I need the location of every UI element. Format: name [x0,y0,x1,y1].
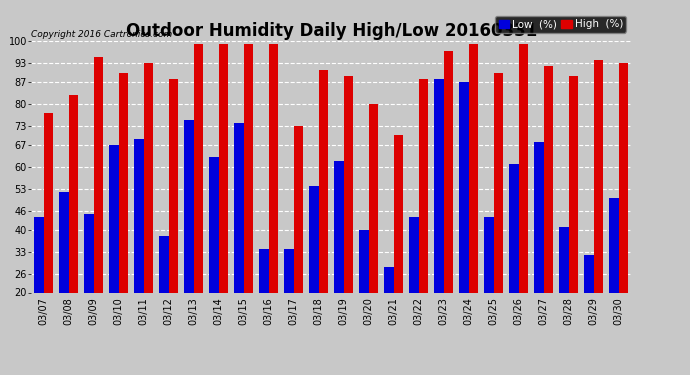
Bar [284,249,294,292]
Bar [509,164,519,292]
Bar [594,60,603,292]
Title: Outdoor Humidity Daily High/Low 20160331: Outdoor Humidity Daily High/Low 20160331 [126,22,537,40]
Bar [460,82,469,292]
Bar [359,230,368,292]
Bar [419,79,428,292]
Bar [268,44,278,292]
Bar [384,267,394,292]
Bar [94,57,103,292]
Bar [234,123,244,292]
Bar [144,63,153,292]
Bar [294,126,303,292]
Bar [244,44,253,292]
Bar [184,120,194,292]
Bar [194,44,203,292]
Legend: Low  (%), High  (%): Low (%), High (%) [495,16,626,33]
Bar [368,104,378,292]
Bar [109,145,119,292]
Bar [519,44,529,292]
Bar [534,142,544,292]
Bar [119,73,128,292]
Bar [484,217,494,292]
Bar [34,217,43,292]
Bar [168,79,178,292]
Bar [68,94,78,292]
Bar [259,249,268,292]
Bar [344,76,353,292]
Bar [84,214,94,292]
Bar [59,192,68,292]
Bar [394,135,403,292]
Bar [409,217,419,292]
Bar [209,158,219,292]
Bar [159,236,168,292]
Text: Copyright 2016 Cartronics.com: Copyright 2016 Cartronics.com [31,30,172,39]
Bar [134,139,144,292]
Bar [560,226,569,292]
Bar [444,51,453,292]
Bar [434,79,444,292]
Bar [43,114,53,292]
Bar [319,69,328,292]
Bar [569,76,578,292]
Bar [609,198,619,292]
Bar [219,44,228,292]
Bar [544,66,553,292]
Bar [334,160,344,292]
Bar [309,186,319,292]
Bar [494,73,503,292]
Bar [584,255,594,292]
Bar [469,44,478,292]
Bar [619,63,629,292]
